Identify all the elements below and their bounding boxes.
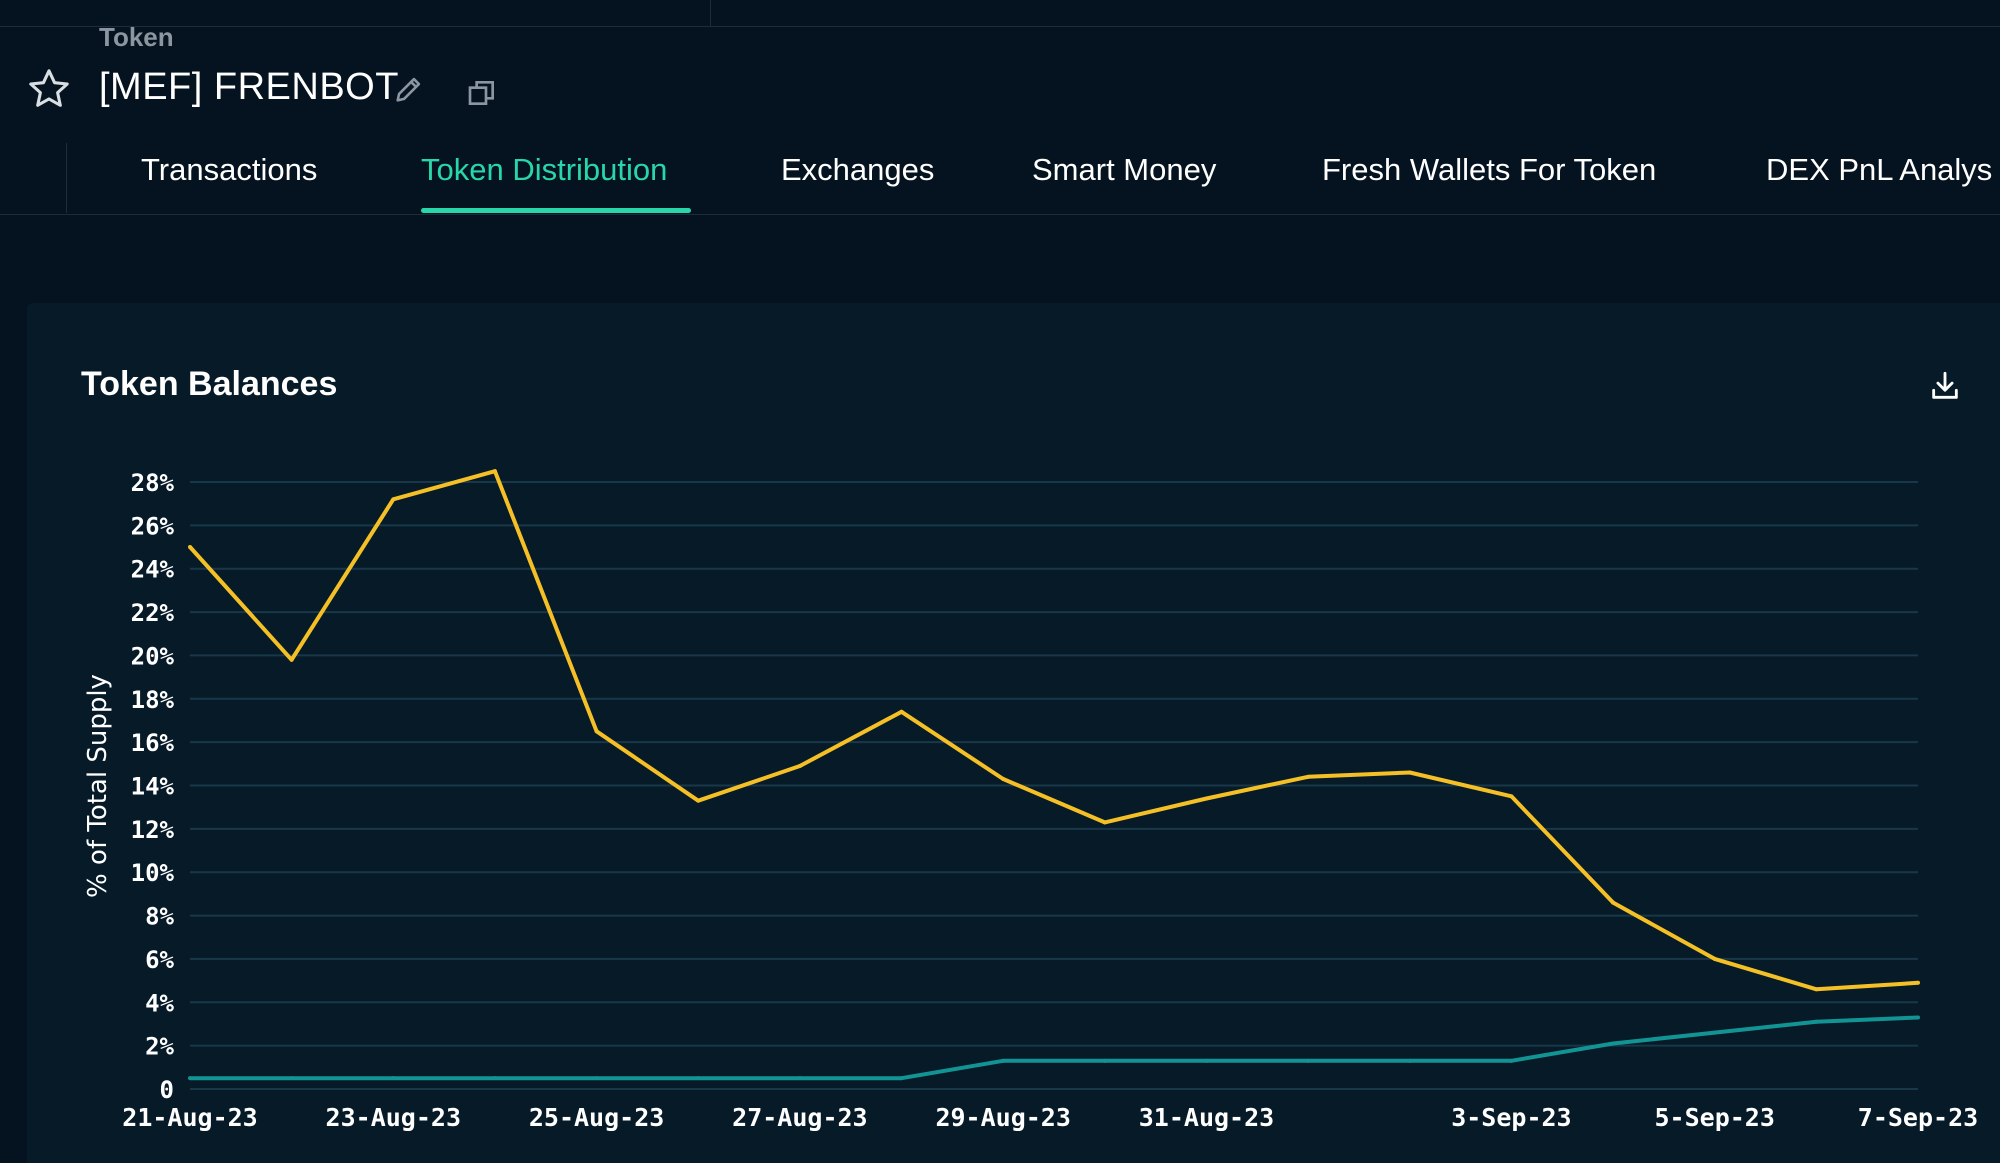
- y-tick-label: 26%: [131, 512, 175, 540]
- data-point: [1916, 1015, 1920, 1020]
- data-point: [1814, 987, 1819, 992]
- chart-title: Token Balances: [81, 365, 338, 403]
- y-tick-label: 12%: [131, 816, 175, 844]
- data-point: [1306, 1058, 1311, 1063]
- tab-dex-pnl-analysis[interactable]: DEX PnL Analys: [1766, 152, 1993, 187]
- x-tick-label: 25-Aug-23: [529, 1103, 664, 1132]
- data-point: [899, 709, 904, 714]
- data-point: [289, 657, 294, 662]
- y-tick-label: 22%: [131, 599, 175, 627]
- y-tick-label: 4%: [145, 989, 174, 1017]
- star-icon[interactable]: [26, 66, 72, 112]
- series-line-1: [190, 1015, 1919, 1081]
- breadcrumb[interactable]: Token: [99, 22, 174, 52]
- data-point: [1509, 794, 1514, 799]
- tab-transactions[interactable]: Transactions: [141, 152, 318, 187]
- x-tick-label: 7-Sep-23: [1858, 1103, 1978, 1132]
- tab-token-distribution[interactable]: Token Distribution: [421, 152, 668, 187]
- data-point: [899, 1076, 904, 1081]
- data-point: [1712, 956, 1717, 961]
- data-point: [594, 729, 599, 734]
- active-tab-indicator: [421, 208, 691, 213]
- y-tick-label: 28%: [131, 469, 175, 497]
- x-tick-label: 5-Sep-23: [1654, 1103, 1774, 1132]
- tab-fresh-wallets[interactable]: Fresh Wallets For Token: [1322, 152, 1657, 187]
- data-point: [492, 469, 497, 474]
- data-point: [391, 1076, 396, 1081]
- data-point: [1407, 1058, 1412, 1063]
- token-title: [MEF] FRENBOT: [99, 66, 399, 108]
- data-point: [188, 1076, 192, 1081]
- y-tick-label: 10%: [131, 859, 175, 887]
- tab-exchanges[interactable]: Exchanges: [781, 152, 935, 187]
- x-tick-label: 21-Aug-23: [122, 1103, 257, 1132]
- data-point: [1611, 1041, 1616, 1046]
- y-tick-label: 0: [160, 1076, 174, 1104]
- data-point: [1204, 796, 1209, 801]
- data-point: [1712, 1030, 1717, 1035]
- y-tick-label: 20%: [131, 642, 175, 670]
- tab-smart-money[interactable]: Smart Money: [1032, 152, 1217, 187]
- y-tick-label: 2%: [145, 1033, 174, 1061]
- x-tick-label: 23-Aug-23: [326, 1103, 461, 1132]
- data-point: [1407, 770, 1412, 775]
- tab-bar: Transactions Token Distribution Exchange…: [0, 140, 2000, 215]
- x-tick-label: 3-Sep-23: [1451, 1103, 1571, 1132]
- x-tick-label: 27-Aug-23: [732, 1103, 867, 1132]
- data-point: [1001, 1058, 1006, 1063]
- data-point: [1611, 900, 1616, 905]
- edit-icon[interactable]: [392, 72, 426, 106]
- x-tick-label: 29-Aug-23: [935, 1103, 1070, 1132]
- data-point: [696, 1076, 701, 1081]
- data-point: [594, 1076, 599, 1081]
- data-point: [1306, 774, 1311, 779]
- data-point: [1204, 1058, 1209, 1063]
- download-icon[interactable]: [1928, 369, 1962, 403]
- tab-bar-divider: [66, 143, 67, 213]
- token-balances-card: [27, 303, 2000, 1163]
- data-point: [492, 1076, 497, 1081]
- data-point: [1102, 1058, 1107, 1063]
- y-tick-label: 24%: [131, 556, 175, 584]
- top-bar-divider: [710, 0, 711, 26]
- y-tick-label: 18%: [131, 686, 175, 714]
- x-tick-label: 31-Aug-23: [1139, 1103, 1274, 1132]
- data-point: [1814, 1019, 1819, 1024]
- data-point: [188, 545, 192, 550]
- data-point: [797, 763, 802, 768]
- data-point: [391, 497, 396, 502]
- data-point: [1102, 820, 1107, 825]
- data-point: [1509, 1058, 1514, 1063]
- data-point: [289, 1076, 294, 1081]
- y-tick-label: 16%: [131, 729, 175, 757]
- data-point: [1001, 776, 1006, 781]
- data-point: [1916, 980, 1920, 985]
- y-tick-label: 8%: [145, 903, 174, 931]
- data-point: [696, 798, 701, 803]
- series-line-0: [188, 469, 1919, 992]
- copy-icon[interactable]: [466, 77, 498, 109]
- data-point: [797, 1076, 802, 1081]
- y-axis-label: % of Total Supply: [83, 674, 113, 898]
- top-bar: [0, 0, 2000, 27]
- y-tick-label: 14%: [131, 773, 175, 801]
- y-tick-label: 6%: [145, 946, 174, 974]
